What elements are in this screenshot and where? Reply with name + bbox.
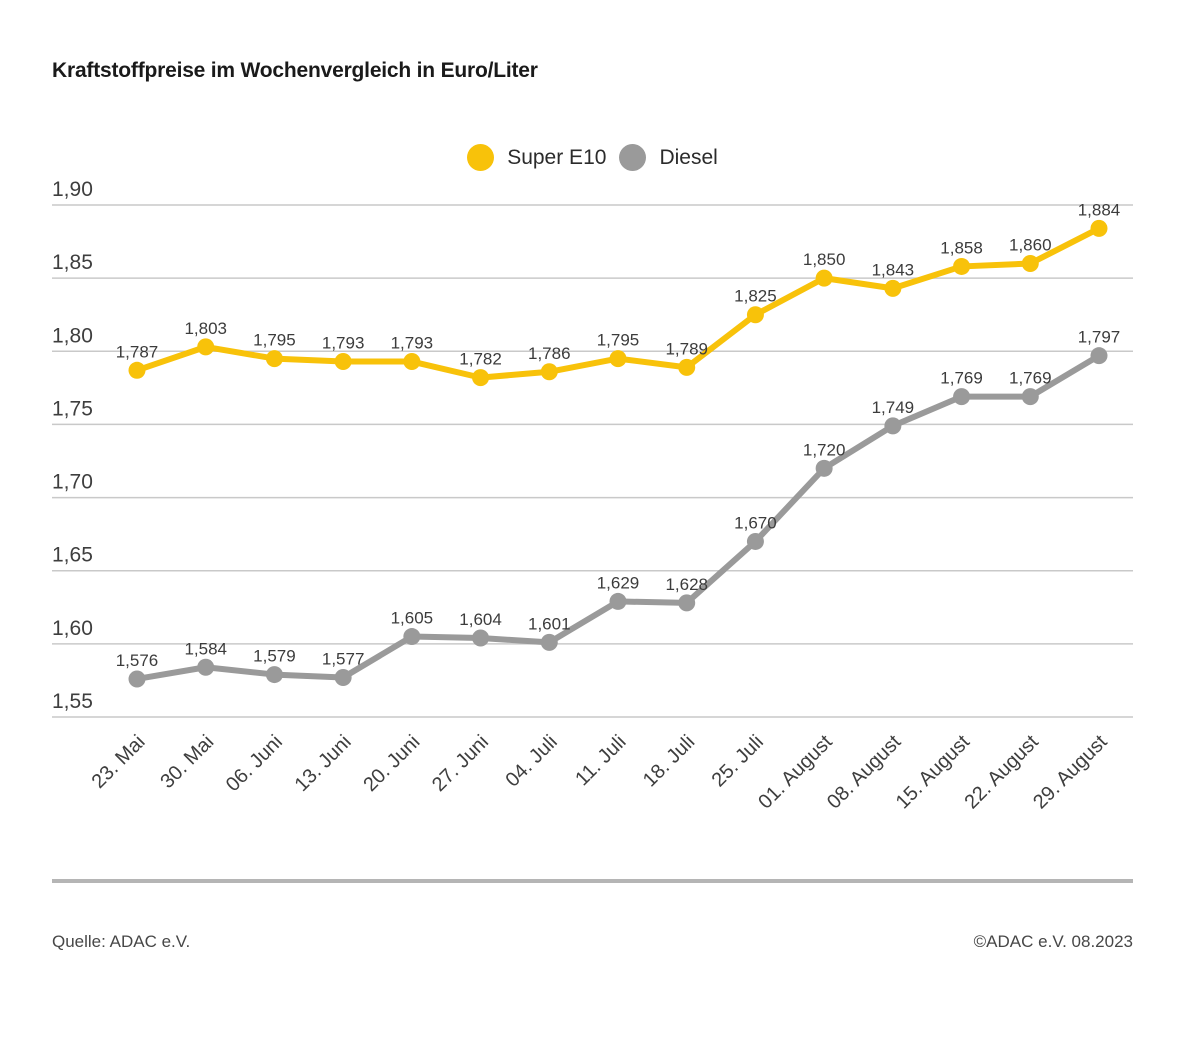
- x-axis-tick-label: 20. Juni: [359, 731, 424, 796]
- super-e10-marker-icon: [467, 144, 495, 171]
- super-e10-point: [815, 269, 833, 287]
- super-e10-point: [265, 350, 283, 368]
- y-axis-tick-label: 1,55: [52, 690, 93, 713]
- y-axis-tick-label: 1,90: [52, 178, 93, 201]
- data-label: 1,793: [391, 334, 434, 353]
- data-label: 1,605: [391, 609, 434, 628]
- data-label: 1,629: [597, 573, 640, 592]
- y-axis-tick-label: 1,80: [52, 324, 93, 347]
- data-label: 1,793: [322, 334, 365, 353]
- data-label: 1,579: [253, 647, 296, 666]
- data-label: 1,789: [665, 339, 708, 358]
- super-e10-point: [128, 361, 146, 379]
- y-axis-tick-label: 1,65: [52, 544, 93, 567]
- line-chart: 1,55 1,60 1,65 1,70 1,75 1,80 1,85 1,90 23. Mai 3…: [52, 178, 1133, 814]
- super-e10-point: [472, 369, 490, 387]
- data-label: 1,601: [528, 614, 571, 633]
- footer-divider: [52, 879, 1133, 883]
- diesel-point: [472, 629, 490, 647]
- data-label: 1,628: [665, 575, 708, 594]
- diesel-point: [746, 532, 764, 550]
- data-label: 1,858: [940, 238, 983, 257]
- diesel-point: [884, 417, 902, 435]
- source-note: Quelle: ADAC e.V.: [52, 932, 191, 951]
- diesel-point: [1021, 388, 1039, 406]
- x-axis-tick-label: 25. Juli: [708, 731, 768, 791]
- diesel-point: [334, 669, 352, 687]
- x-axis-tick-label: 11. Juli: [571, 731, 630, 790]
- x-axis-tick-label: 18. Juli: [639, 731, 699, 791]
- data-label: 1,795: [597, 331, 640, 350]
- super-e10-point: [678, 358, 696, 376]
- data-label: 1,860: [1009, 236, 1052, 255]
- data-label: 1,797: [1078, 328, 1121, 347]
- data-label: 1,850: [803, 250, 846, 269]
- diesel-point: [815, 459, 833, 477]
- diesel-marker-icon: [619, 144, 647, 171]
- super-e10-point: [609, 350, 627, 368]
- data-label: 1,749: [872, 398, 915, 417]
- diesel-point: [403, 628, 421, 646]
- data-label: 1,786: [528, 344, 571, 363]
- chart-footer: Quelle: ADAC e.V. ©ADAC e.V. 08.2023: [52, 932, 1133, 952]
- y-axis-tick-label: 1,75: [52, 397, 93, 420]
- y-axis-tick-label: 1,85: [52, 251, 93, 274]
- data-label: 1,769: [940, 369, 983, 388]
- data-label: 1,720: [803, 440, 846, 459]
- x-axis-tick-label: 15. August: [892, 731, 975, 814]
- diesel-point: [265, 666, 283, 684]
- x-axis-tick-label: 13. Juni: [291, 731, 356, 796]
- super-e10-point: [540, 363, 558, 381]
- copyright-note: ©ADAC e.V. 08.2023: [973, 932, 1133, 951]
- x-axis-tick-label: 06. Juni: [222, 731, 287, 796]
- data-label: 1,825: [734, 287, 777, 306]
- x-axis-tick-label: 29. August: [1029, 731, 1112, 814]
- super-e10-point: [746, 306, 764, 324]
- chart-legend: Super E10 Diesel: [0, 144, 1185, 171]
- x-axis-tick-label: 30. Mai: [156, 731, 218, 793]
- legend-label-super-e10: Super E10: [507, 145, 607, 169]
- super-e10-point: [953, 257, 971, 275]
- data-label: 1,795: [253, 331, 296, 350]
- x-axis-tick-label: 04. Juli: [501, 731, 561, 791]
- diesel-point: [128, 670, 146, 688]
- diesel-point: [1090, 347, 1108, 365]
- legend-label-diesel: Diesel: [659, 145, 718, 169]
- diesel-line: [134, 352, 1102, 682]
- legend-item-super-e10: Super E10: [467, 144, 606, 171]
- x-axis-tick-label: 01. August: [754, 731, 837, 814]
- super-e10-point: [403, 353, 421, 371]
- super-e10-point: [197, 338, 215, 356]
- diesel-point: [609, 592, 627, 610]
- data-label: 1,670: [734, 513, 777, 532]
- legend-item-diesel: Diesel: [619, 144, 718, 171]
- diesel-point: [953, 388, 971, 406]
- diesel-point: [197, 658, 215, 676]
- super-e10-point: [1021, 255, 1039, 273]
- data-label: 1,843: [872, 260, 915, 279]
- data-label: 1,884: [1078, 200, 1121, 219]
- data-label: 1,803: [184, 319, 227, 338]
- data-label: 1,769: [1009, 369, 1052, 388]
- super-e10-point: [1090, 219, 1108, 237]
- data-label: 1,787: [116, 342, 159, 361]
- data-label: 1,782: [459, 350, 502, 369]
- data-label: 1,577: [322, 650, 365, 669]
- super-e10-point: [334, 353, 352, 371]
- data-label: 1,584: [184, 639, 227, 658]
- diesel-point: [678, 594, 696, 612]
- chart-title: Kraftstoffpreise im Wochenvergleich in E…: [52, 59, 538, 82]
- super-e10-point: [884, 279, 902, 297]
- data-label: 1,604: [459, 610, 502, 629]
- diesel-point: [540, 633, 558, 651]
- y-axis-tick-label: 1,60: [52, 617, 93, 640]
- x-axis-tick-label: 22. August: [960, 731, 1043, 814]
- y-axis-tick-label: 1,70: [52, 471, 93, 494]
- x-axis-tick-label: 23. Mai: [88, 731, 150, 793]
- x-axis-tick-label: 27. Juni: [428, 731, 493, 796]
- data-label: 1,576: [116, 651, 159, 670]
- x-axis-tick-label: 08. August: [823, 731, 906, 814]
